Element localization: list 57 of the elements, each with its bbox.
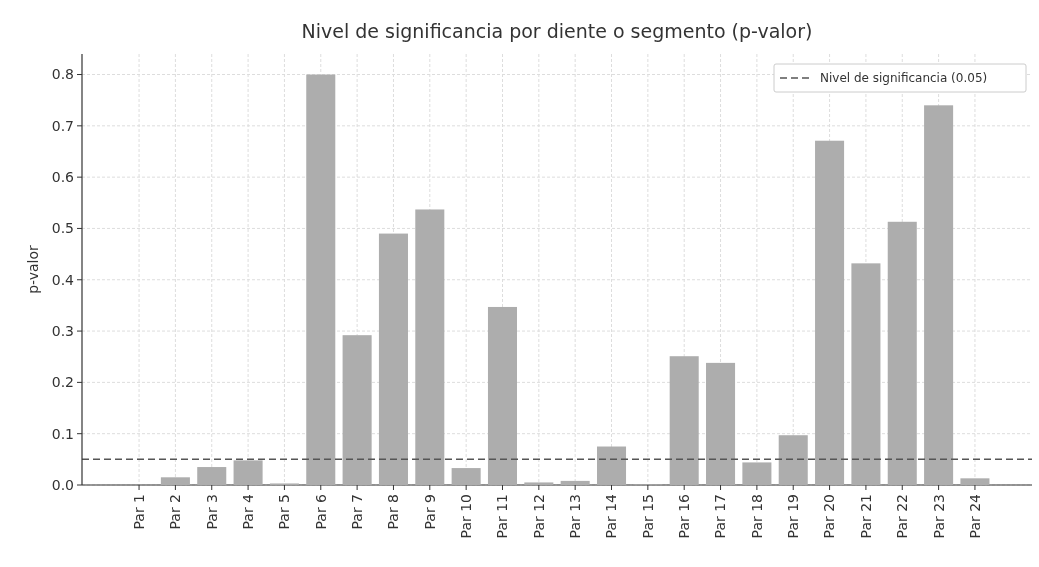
bar bbox=[378, 233, 408, 485]
bar bbox=[924, 105, 954, 485]
x-tick-label: Par 24 bbox=[966, 493, 983, 539]
x-tick-label: Par 17 bbox=[712, 494, 729, 539]
bar bbox=[851, 263, 881, 485]
x-tick-label: Par 9 bbox=[421, 494, 438, 530]
bar bbox=[160, 477, 190, 485]
bar bbox=[815, 140, 845, 485]
y-tick-label: 0.2 bbox=[51, 374, 74, 391]
bar bbox=[596, 446, 627, 485]
y-axis-title: p-valor bbox=[25, 244, 41, 294]
bar bbox=[706, 362, 736, 485]
bar bbox=[487, 306, 518, 485]
x-tick-label: Par 7 bbox=[349, 494, 366, 530]
x-tick-label: Par 10 bbox=[458, 494, 475, 539]
bar bbox=[560, 480, 590, 485]
x-tick-label: Par 23 bbox=[930, 494, 947, 539]
x-tick-label: Par 4 bbox=[239, 493, 256, 530]
bar bbox=[415, 209, 445, 485]
y-tick-label: 0.8 bbox=[51, 66, 74, 83]
x-tick-label: Par 8 bbox=[385, 494, 402, 530]
bar bbox=[342, 335, 372, 485]
bar bbox=[197, 467, 227, 485]
x-tick-label: Par 22 bbox=[894, 494, 911, 539]
x-tick-label: Par 20 bbox=[821, 494, 838, 539]
legend-label: Nivel de significancia (0.05) bbox=[820, 71, 988, 86]
y-tick-label: 0.5 bbox=[51, 220, 74, 237]
y-tick-label: 0.1 bbox=[51, 425, 74, 442]
y-tick-label: 0.4 bbox=[51, 271, 75, 288]
x-tick-label: Par 12 bbox=[530, 494, 547, 539]
x-tick-label: Par 2 bbox=[167, 494, 184, 530]
x-tick-label: Par 6 bbox=[312, 493, 329, 530]
x-tick-label: Par 14 bbox=[603, 493, 620, 539]
y-tick-label: 0.7 bbox=[51, 117, 74, 134]
bar bbox=[960, 478, 990, 485]
bar bbox=[451, 468, 481, 485]
bar bbox=[306, 74, 336, 485]
x-tick-label: Par 13 bbox=[567, 494, 584, 539]
x-tick-label: Par 5 bbox=[276, 494, 293, 530]
bar bbox=[524, 482, 554, 485]
bar bbox=[233, 460, 263, 485]
bar bbox=[742, 462, 772, 485]
y-tick-label: 0.6 bbox=[51, 169, 75, 186]
x-tick-label: Par 3 bbox=[203, 494, 220, 530]
x-tick-label: Par 16 bbox=[676, 493, 693, 539]
bar bbox=[887, 221, 917, 485]
x-tick-label: Par 18 bbox=[748, 494, 765, 539]
x-tick-label: Par 19 bbox=[785, 494, 802, 539]
bar bbox=[778, 435, 808, 485]
chart-title: Nivel de significancia por diente o segmento (p-valor) bbox=[301, 20, 813, 42]
y-tick-label: 0.0 bbox=[51, 476, 74, 493]
x-tick-label: Par 1 bbox=[130, 494, 147, 530]
bar bbox=[669, 356, 699, 485]
y-tick-label: 0.3 bbox=[51, 322, 74, 339]
x-tick-label: Par 21 bbox=[857, 494, 874, 539]
x-tick-label: Par 11 bbox=[494, 494, 511, 539]
x-tick-label: Par 15 bbox=[639, 494, 656, 539]
